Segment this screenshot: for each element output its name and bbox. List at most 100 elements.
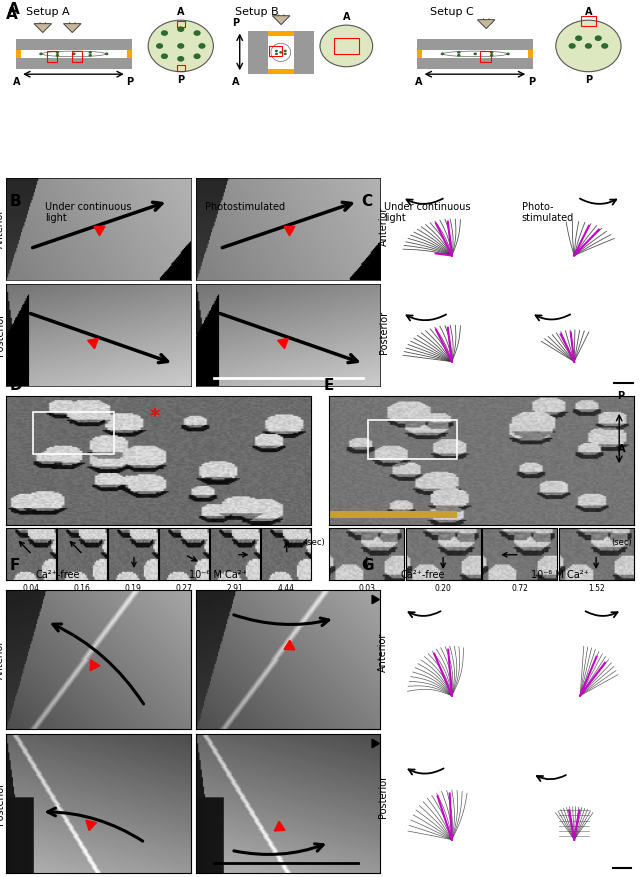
Bar bbox=[16, 50, 21, 58]
Text: Ca²⁺-free: Ca²⁺-free bbox=[400, 570, 445, 580]
Circle shape bbox=[177, 26, 184, 32]
Circle shape bbox=[161, 30, 168, 36]
Circle shape bbox=[279, 51, 282, 53]
Text: P: P bbox=[618, 391, 625, 401]
Text: A: A bbox=[415, 77, 422, 87]
Circle shape bbox=[568, 43, 576, 49]
Text: E: E bbox=[323, 378, 333, 393]
Text: 0.27: 0.27 bbox=[175, 584, 193, 593]
Text: A: A bbox=[618, 444, 625, 453]
Bar bbox=[16, 39, 132, 50]
Text: Posterior: Posterior bbox=[379, 311, 389, 354]
Circle shape bbox=[56, 54, 59, 57]
Text: B: B bbox=[10, 194, 21, 209]
Bar bbox=[417, 39, 533, 50]
Bar bbox=[334, 38, 359, 54]
Text: A: A bbox=[342, 12, 350, 22]
Bar bbox=[528, 50, 533, 58]
Text: A: A bbox=[177, 7, 184, 17]
Text: P: P bbox=[232, 18, 239, 27]
Circle shape bbox=[320, 25, 372, 67]
Circle shape bbox=[72, 53, 76, 55]
Bar bbox=[16, 50, 132, 58]
Bar bbox=[16, 58, 132, 69]
Polygon shape bbox=[34, 24, 52, 32]
Text: Posterior: Posterior bbox=[378, 775, 388, 818]
Polygon shape bbox=[477, 19, 495, 29]
Polygon shape bbox=[273, 16, 290, 25]
Circle shape bbox=[474, 53, 477, 55]
Circle shape bbox=[490, 51, 493, 53]
Bar bbox=[417, 50, 422, 58]
Circle shape bbox=[105, 53, 108, 55]
Bar bbox=[33, 412, 114, 453]
Text: Under continuous
light: Under continuous light bbox=[45, 202, 131, 224]
Y-axis label: Anterior: Anterior bbox=[0, 209, 5, 248]
Text: G: G bbox=[362, 558, 374, 573]
Y-axis label: Posterior: Posterior bbox=[0, 781, 5, 825]
Circle shape bbox=[284, 50, 287, 52]
Circle shape bbox=[275, 53, 278, 55]
Text: 10⁻⁶ M Ca²⁺: 10⁻⁶ M Ca²⁺ bbox=[189, 570, 246, 580]
Text: Anterior: Anterior bbox=[379, 207, 389, 246]
Text: 4.44: 4.44 bbox=[277, 584, 294, 593]
Circle shape bbox=[193, 53, 201, 59]
Text: Photostimulated: Photostimulated bbox=[205, 202, 285, 211]
Text: 1.52: 1.52 bbox=[588, 584, 604, 593]
Text: 0.04: 0.04 bbox=[23, 584, 40, 593]
Text: 0.72: 0.72 bbox=[511, 584, 528, 593]
Text: F: F bbox=[10, 558, 20, 573]
Text: 10⁻⁶ M Ca²⁺: 10⁻⁶ M Ca²⁺ bbox=[531, 570, 589, 580]
Bar bbox=[127, 50, 132, 58]
Text: P: P bbox=[585, 75, 592, 85]
Text: P: P bbox=[529, 77, 536, 87]
Circle shape bbox=[88, 51, 92, 53]
Circle shape bbox=[88, 54, 92, 57]
Bar bbox=[581, 16, 596, 26]
Polygon shape bbox=[63, 24, 81, 32]
Circle shape bbox=[595, 35, 602, 41]
Text: A: A bbox=[585, 7, 592, 17]
Circle shape bbox=[601, 43, 609, 49]
Circle shape bbox=[156, 43, 163, 49]
Bar bbox=[268, 31, 294, 75]
Circle shape bbox=[56, 51, 59, 53]
Circle shape bbox=[198, 43, 205, 49]
Y-axis label: Anterior: Anterior bbox=[0, 639, 5, 679]
Bar bbox=[330, 510, 457, 518]
Text: (sec): (sec) bbox=[611, 538, 632, 547]
Ellipse shape bbox=[42, 51, 106, 57]
Ellipse shape bbox=[444, 51, 507, 57]
Bar bbox=[72, 52, 82, 62]
Circle shape bbox=[177, 43, 184, 49]
Text: C: C bbox=[362, 194, 372, 209]
Bar bbox=[268, 69, 294, 75]
Text: Setup B: Setup B bbox=[236, 7, 279, 17]
Circle shape bbox=[490, 54, 493, 57]
Circle shape bbox=[575, 35, 582, 41]
Text: Ca²⁺-free: Ca²⁺-free bbox=[35, 570, 80, 580]
Text: 2.91: 2.91 bbox=[227, 584, 243, 593]
Text: Setup A: Setup A bbox=[26, 7, 70, 17]
Text: 0.03: 0.03 bbox=[358, 584, 375, 593]
Text: A: A bbox=[6, 7, 18, 22]
Bar bbox=[417, 50, 533, 58]
Bar bbox=[480, 52, 491, 62]
Text: P: P bbox=[177, 75, 184, 85]
Text: A: A bbox=[13, 77, 21, 87]
Circle shape bbox=[585, 43, 592, 49]
Text: A: A bbox=[8, 2, 19, 17]
Circle shape bbox=[457, 51, 461, 53]
Circle shape bbox=[556, 20, 621, 72]
Bar bbox=[369, 420, 457, 459]
Circle shape bbox=[161, 53, 168, 59]
Circle shape bbox=[506, 53, 510, 55]
Bar bbox=[177, 65, 185, 71]
Text: 0.19: 0.19 bbox=[125, 584, 141, 593]
Bar bbox=[268, 31, 294, 36]
Text: Photo-
stimulated: Photo- stimulated bbox=[522, 202, 574, 224]
Bar bbox=[177, 21, 185, 27]
Text: 0.20: 0.20 bbox=[435, 584, 452, 593]
Text: A: A bbox=[232, 77, 239, 87]
Text: Setup C: Setup C bbox=[430, 7, 474, 17]
